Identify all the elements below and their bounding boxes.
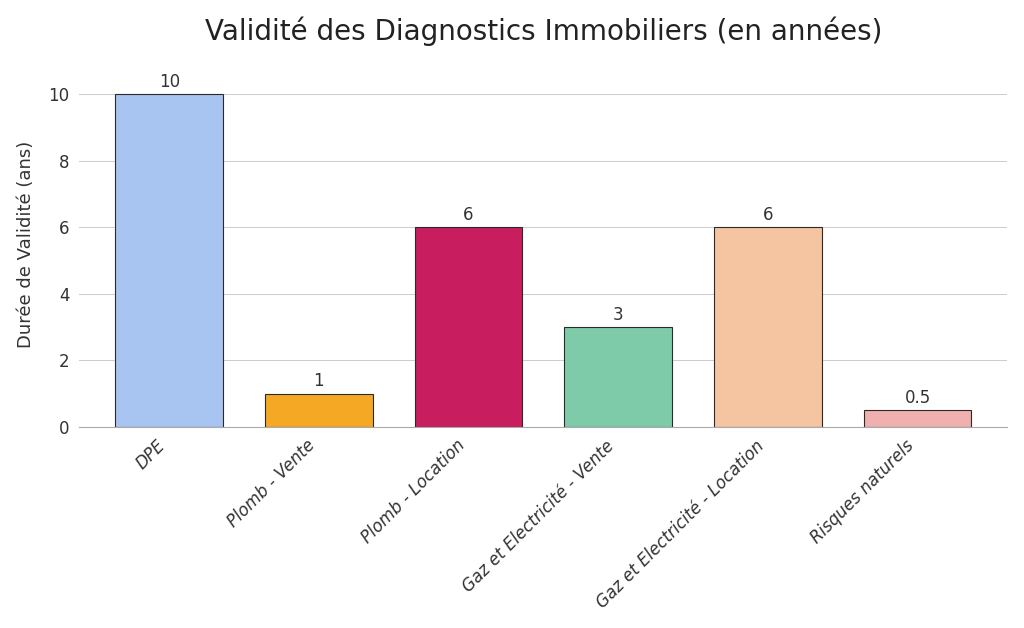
Text: 0.5: 0.5 bbox=[904, 389, 931, 407]
Bar bbox=[863, 410, 972, 427]
Text: 6: 6 bbox=[763, 206, 773, 224]
Bar bbox=[265, 394, 373, 427]
Bar bbox=[415, 227, 522, 427]
Title: Validité des Diagnostics Immobiliers (en années): Validité des Diagnostics Immobiliers (en… bbox=[205, 17, 882, 46]
Text: 3: 3 bbox=[613, 306, 624, 324]
Text: 6: 6 bbox=[463, 206, 474, 224]
Text: 10: 10 bbox=[159, 73, 180, 91]
Bar bbox=[564, 327, 672, 427]
Bar bbox=[714, 227, 821, 427]
Bar bbox=[116, 94, 223, 427]
Text: 1: 1 bbox=[313, 372, 325, 390]
Y-axis label: Durée de Validité (ans): Durée de Validité (ans) bbox=[16, 140, 35, 347]
